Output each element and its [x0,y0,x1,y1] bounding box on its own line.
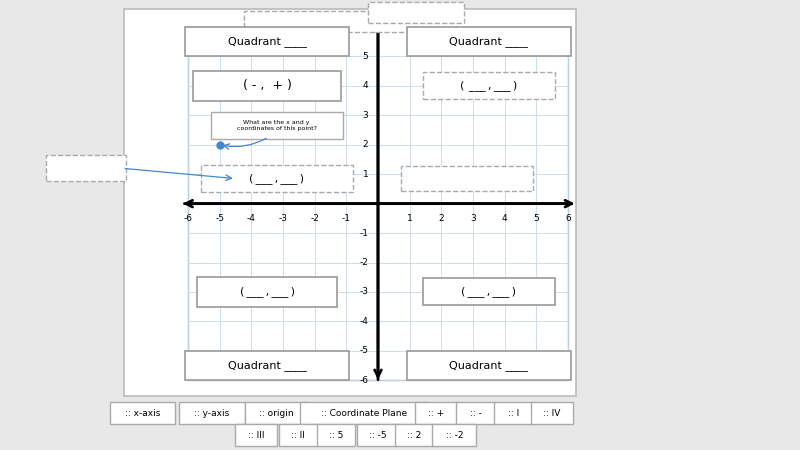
Text: -4: -4 [359,317,368,326]
Text: :: origin: :: origin [258,409,294,418]
FancyBboxPatch shape [423,72,555,99]
Text: 1: 1 [406,214,413,223]
Text: 5: 5 [534,214,539,223]
Text: (  ___ , ___ ): ( ___ , ___ ) [460,81,518,91]
FancyBboxPatch shape [0,398,800,450]
Text: Quadrant ____: Quadrant ____ [228,360,306,371]
Text: :: IV: :: IV [543,409,561,418]
FancyBboxPatch shape [395,424,434,446]
Text: 4: 4 [362,81,368,90]
Text: :: -2: :: -2 [446,431,463,440]
Text: 6: 6 [362,22,368,32]
Text: 6: 6 [565,214,571,223]
Text: Quadrant ____: Quadrant ____ [228,36,306,47]
Text: ( - ,  + ): ( - , + ) [242,79,292,92]
Text: :: 2: :: 2 [407,431,422,440]
Text: What are the x and y
coordinates of this point?: What are the x and y coordinates of this… [237,120,317,131]
Text: :: III: :: III [248,431,264,440]
Text: :: +: :: + [428,409,444,418]
FancyBboxPatch shape [46,155,126,181]
FancyBboxPatch shape [243,11,456,32]
Text: :: y-axis: :: y-axis [194,409,230,418]
Text: 5: 5 [362,52,368,61]
Text: :: Coordinate Plane: :: Coordinate Plane [321,409,407,418]
FancyBboxPatch shape [201,165,353,192]
Text: :: -5: :: -5 [369,431,386,440]
Text: -3: -3 [359,288,368,297]
Text: -1: -1 [342,214,351,223]
Text: -1: -1 [359,229,368,238]
FancyBboxPatch shape [210,112,342,139]
FancyBboxPatch shape [368,2,464,23]
Text: ( ___ , ___ ): ( ___ , ___ ) [240,287,294,297]
FancyBboxPatch shape [185,27,349,56]
FancyBboxPatch shape [494,402,533,424]
FancyBboxPatch shape [179,402,245,424]
Text: Quadrant ____: Quadrant ____ [450,360,528,371]
FancyBboxPatch shape [432,424,477,446]
FancyBboxPatch shape [317,424,355,446]
Text: -4: -4 [247,214,256,223]
Text: Quadrant ____: Quadrant ____ [450,36,528,47]
Text: -5: -5 [359,346,368,356]
FancyBboxPatch shape [456,402,496,424]
FancyBboxPatch shape [407,351,571,380]
Text: :: I: :: I [508,409,519,418]
Text: 3: 3 [470,214,476,223]
FancyBboxPatch shape [197,277,337,306]
Text: :: x-axis: :: x-axis [125,409,160,418]
Text: 2: 2 [438,214,444,223]
Text: 3: 3 [362,111,368,120]
FancyBboxPatch shape [401,166,533,191]
Text: -2: -2 [359,258,368,267]
Text: -2: -2 [310,214,319,223]
Text: ( ___ , ___ ): ( ___ , ___ ) [249,173,304,184]
Text: :: -: :: - [470,409,482,418]
FancyBboxPatch shape [110,402,175,424]
FancyBboxPatch shape [407,27,571,56]
Text: :: II: :: II [291,431,306,440]
Text: -6: -6 [183,214,193,223]
FancyBboxPatch shape [245,402,307,424]
FancyBboxPatch shape [279,424,318,446]
Text: :: 5: :: 5 [329,431,343,440]
FancyBboxPatch shape [531,402,573,424]
Text: -6: -6 [359,376,368,385]
Text: 4: 4 [502,214,507,223]
FancyBboxPatch shape [357,424,398,446]
Text: -5: -5 [215,214,224,223]
Text: -3: -3 [278,214,287,223]
FancyBboxPatch shape [423,279,555,306]
FancyBboxPatch shape [124,9,576,396]
Text: 1: 1 [362,170,368,179]
Text: ( ___ , ___ ): ( ___ , ___ ) [462,287,516,297]
FancyBboxPatch shape [300,402,428,424]
FancyBboxPatch shape [415,402,457,424]
FancyBboxPatch shape [185,351,349,380]
FancyBboxPatch shape [235,424,277,446]
FancyBboxPatch shape [188,27,568,380]
Text: 2: 2 [362,140,368,149]
FancyBboxPatch shape [193,71,341,100]
